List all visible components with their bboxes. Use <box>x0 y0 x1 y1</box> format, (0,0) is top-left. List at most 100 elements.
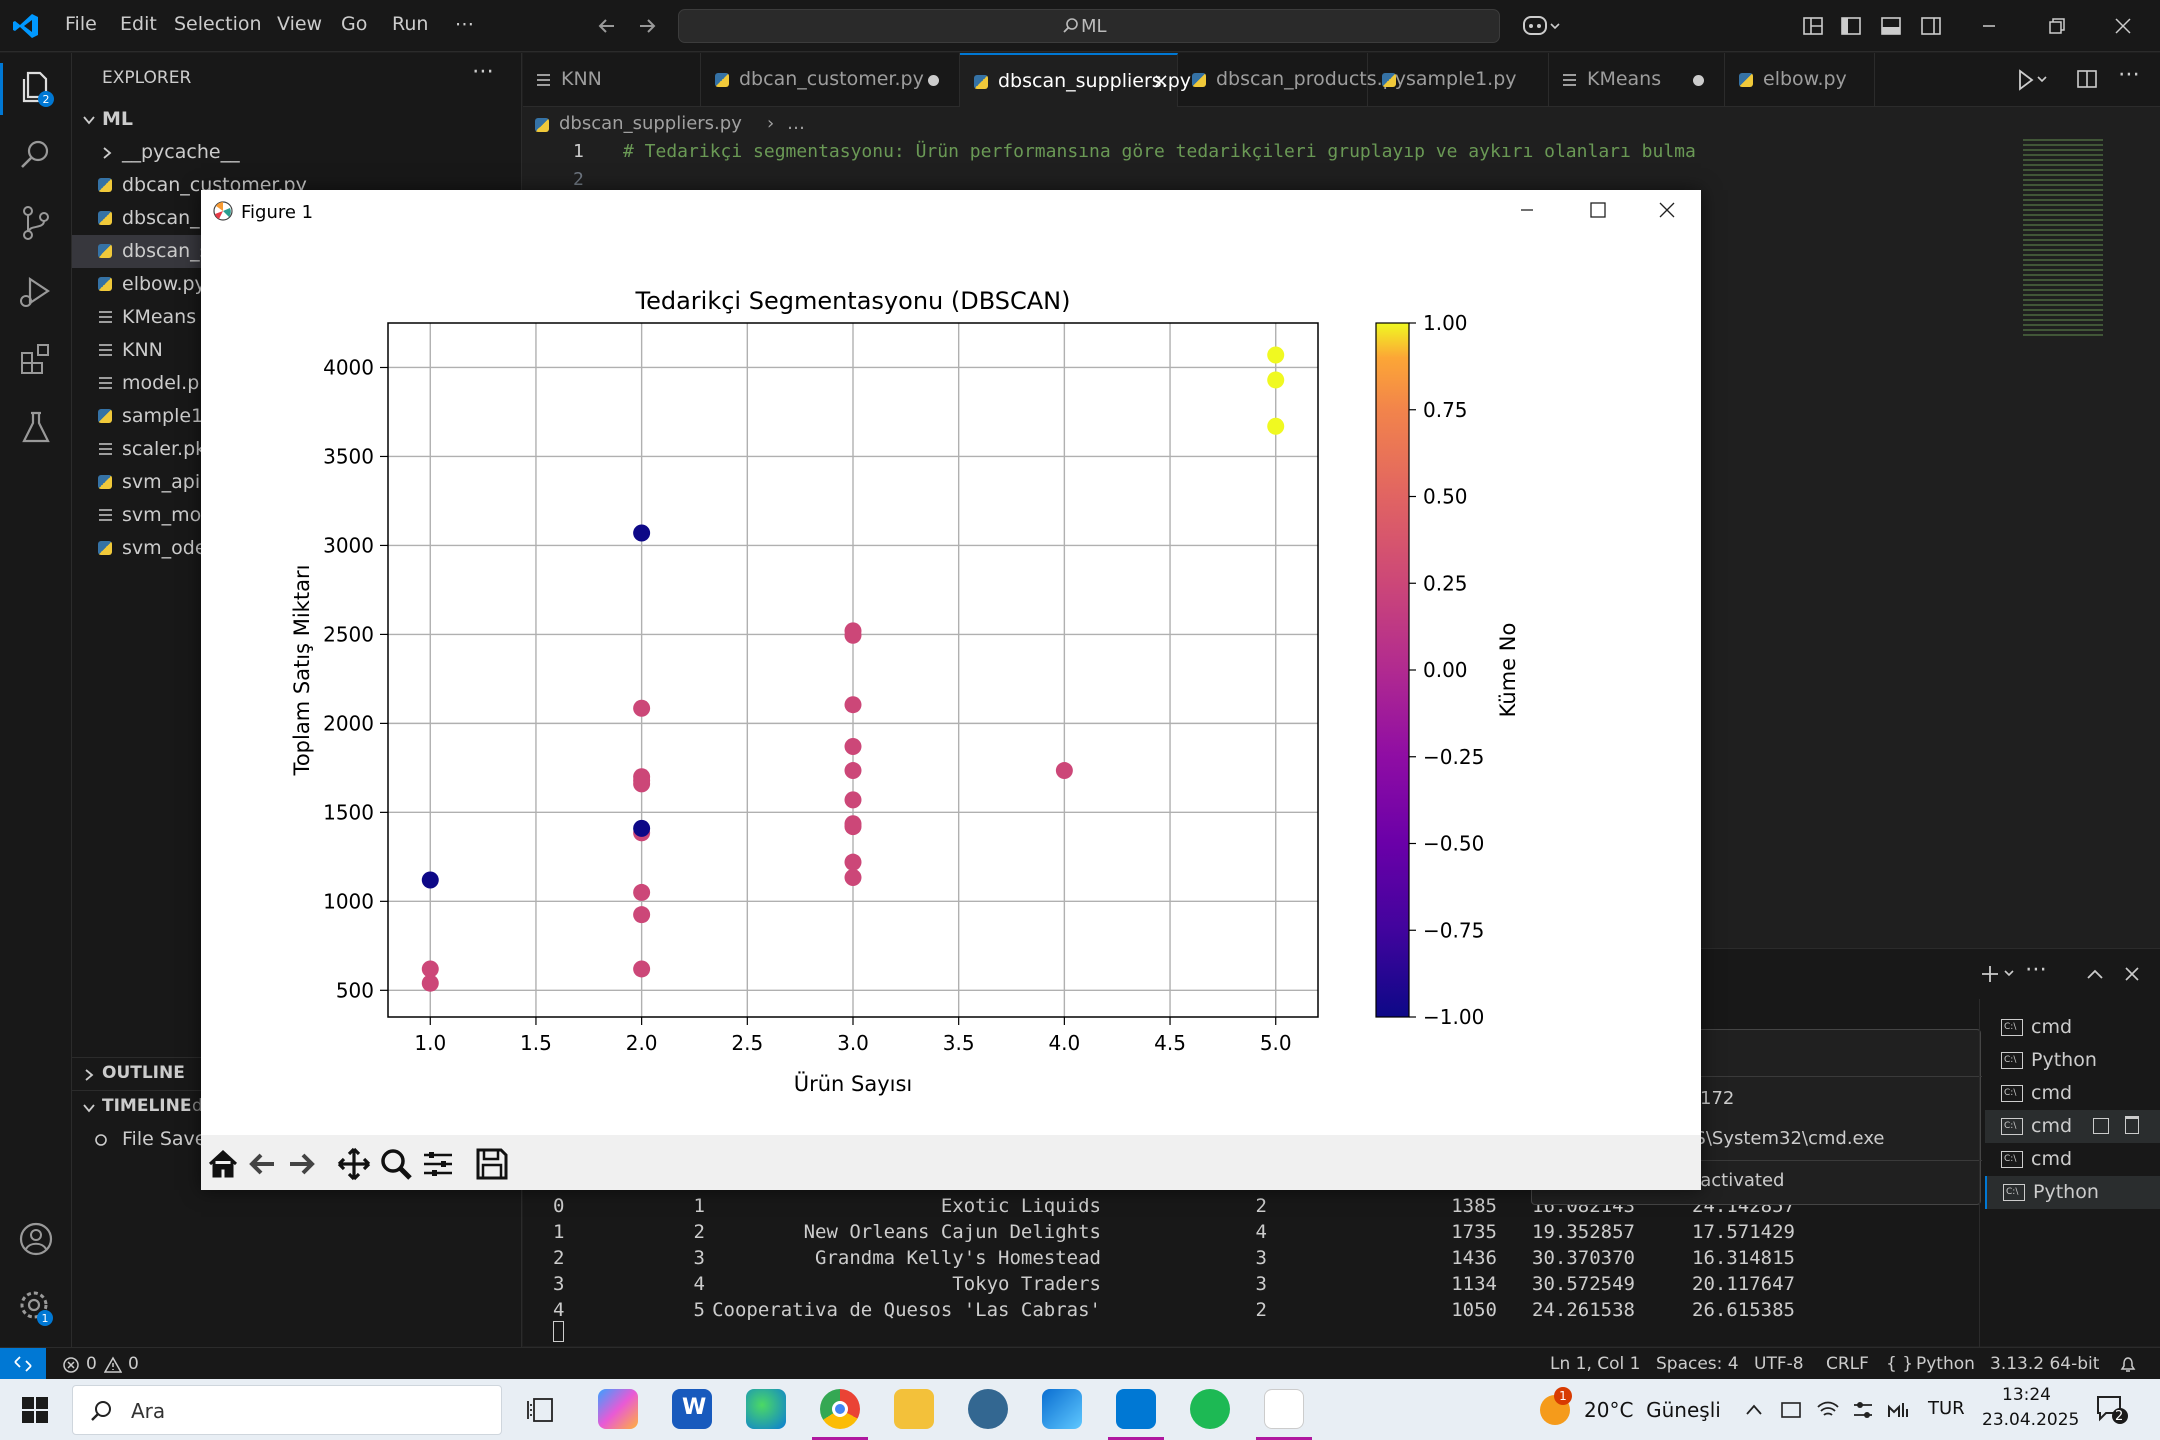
toggle-sidebar-icon[interactable] <box>1840 15 1862 37</box>
file-tree-item[interactable]: svm_api.p <box>72 466 522 499</box>
clock-date[interactable]: 23.04.2025 <box>1982 1410 2080 1430</box>
terminal-instance[interactable]: C:\ Python <box>1985 1044 2160 1077</box>
terminal-instance[interactable]: C:\ cmd <box>1985 1011 2160 1044</box>
file-tree-item[interactable]: KMeans <box>72 301 522 334</box>
close-tab-icon[interactable] <box>1153 73 1169 89</box>
toggle-panel-icon[interactable] <box>1880 15 1902 37</box>
editor-tab[interactable]: dbscan_suppliers.py <box>960 53 1191 107</box>
home-icon[interactable] <box>207 1149 239 1179</box>
copilot-icon[interactable] <box>1522 13 1562 39</box>
figure-titlebar[interactable]: Figure 1 <box>201 190 1701 230</box>
editor-tab[interactable]: KMeans <box>1549 53 1725 107</box>
customize-layout-icon[interactable] <box>1802 15 1824 37</box>
forward-arrow-icon[interactable] <box>636 15 658 37</box>
language-mode[interactable]: Python <box>1916 1354 1975 1374</box>
menu-item[interactable]: File <box>65 13 97 35</box>
taskbar-search[interactable]: Ara <box>72 1385 502 1435</box>
file-tree-item[interactable]: model.pk <box>72 367 522 400</box>
editor-tab[interactable]: elbow.py <box>1725 53 1875 107</box>
chrome-app-icon[interactable] <box>820 1389 860 1429</box>
back-icon[interactable] <box>247 1149 277 1179</box>
end-of-line[interactable]: CRLF <box>1826 1354 1869 1374</box>
photos-app-icon[interactable] <box>1042 1389 1082 1429</box>
terminal-instance[interactable]: C:\ Python <box>1985 1176 2160 1209</box>
pan-icon[interactable] <box>337 1147 371 1181</box>
file-tree-item[interactable]: dbscan_p <box>72 202 522 235</box>
folder-ml[interactable]: ML <box>72 103 522 136</box>
volume-meter-icon[interactable] <box>1886 1399 1910 1421</box>
close-panel-icon[interactable] <box>2123 965 2141 983</box>
editor-tab[interactable]: sample1.py <box>1368 53 1549 107</box>
vscode-app-icon[interactable] <box>1116 1389 1156 1429</box>
cursor-position[interactable]: Ln 1, Col 1 <box>1550 1354 1641 1374</box>
terminal-instance[interactable]: C:\ cmd <box>1985 1110 2160 1143</box>
minimap[interactable] <box>2023 139 2103 339</box>
menu-item[interactable]: Edit <box>120 13 157 35</box>
indentation[interactable]: Spaces: 4 <box>1656 1354 1739 1374</box>
source-control-icon[interactable] <box>16 203 56 243</box>
breadcrumb-rest[interactable]: … <box>787 113 805 134</box>
search-icon[interactable] <box>16 135 56 175</box>
file-tree-item[interactable]: elbow.py <box>72 268 522 301</box>
manage-gear-icon[interactable]: 1 <box>16 1287 56 1327</box>
editor-more-actions[interactable]: ⋯ <box>2118 62 2140 87</box>
settings-sliders-icon[interactable] <box>1852 1399 1874 1421</box>
zoom-icon[interactable] <box>379 1147 413 1181</box>
restore-icon[interactable] <box>2046 15 2068 37</box>
kill-terminal-icon[interactable] <box>2125 1116 2139 1134</box>
figure-maximize-icon[interactable] <box>1588 200 1608 220</box>
menu-item[interactable]: Selection <box>174 13 262 35</box>
command-center-search[interactable]: ML <box>678 9 1500 43</box>
explorer-more-actions[interactable]: ⋯ <box>472 59 494 84</box>
close-window-icon[interactable] <box>2112 15 2134 37</box>
matplotlib-app-icon[interactable] <box>1264 1389 1304 1429</box>
input-language[interactable]: TUR <box>1928 1398 1965 1419</box>
tray-app-icon[interactable] <box>1780 1399 1802 1421</box>
postgres-app-icon[interactable] <box>968 1389 1008 1429</box>
maximize-panel-icon[interactable] <box>2085 965 2105 983</box>
menu-item[interactable]: View <box>277 13 323 35</box>
menu-item[interactable]: Run <box>392 13 429 35</box>
error-icon[interactable] <box>62 1356 80 1374</box>
save-figure-icon[interactable] <box>475 1147 509 1181</box>
weather-text[interactable]: 20°C Güneşli <box>1584 1398 1721 1422</box>
editor-tab[interactable]: dbcan_customer.py <box>701 53 960 107</box>
windows-start-icon[interactable] <box>22 1397 48 1423</box>
split-terminal-icon[interactable] <box>2093 1118 2109 1134</box>
encoding[interactable]: UTF-8 <box>1754 1354 1804 1374</box>
forward-icon[interactable] <box>287 1149 317 1179</box>
file-tree-item[interactable]: svm_mod <box>72 499 522 532</box>
editor-tab[interactable]: KNN <box>523 53 701 107</box>
back-arrow-icon[interactable] <box>596 15 618 37</box>
testing-icon[interactable] <box>16 407 56 447</box>
warning-count[interactable]: 0 <box>128 1354 139 1374</box>
remote-indicator[interactable] <box>0 1348 46 1380</box>
extensions-icon[interactable] <box>16 339 56 379</box>
figure-close-icon[interactable] <box>1657 200 1677 220</box>
wifi-icon[interactable] <box>1816 1399 1840 1421</box>
explorer-icon[interactable]: 2 <box>16 67 56 107</box>
minimize-icon[interactable] <box>1978 15 2000 37</box>
run-debug-icon[interactable] <box>16 271 56 311</box>
file-tree-item[interactable]: KNN <box>72 334 522 367</box>
configure-subplots-icon[interactable] <box>421 1147 455 1181</box>
notifications-bell-icon[interactable] <box>2118 1355 2138 1375</box>
notification-center-icon[interactable] <box>2096 1395 2128 1425</box>
python-interpreter[interactable]: 3.13.2 64-bit <box>1990 1354 2100 1374</box>
terminal-more-actions[interactable]: ⋯ <box>2025 957 2047 982</box>
task-view-icon[interactable] <box>526 1397 554 1423</box>
new-terminal-icon[interactable] <box>1981 963 2017 985</box>
toggle-secondary-sidebar-icon[interactable] <box>1920 15 1942 37</box>
file-tree-item[interactable]: sample1. <box>72 400 522 433</box>
code-line[interactable]: # Tedarikçi segmentasyonu: Ürün performa… <box>623 141 1696 162</box>
file-tree-item[interactable]: scaler.pkl <box>72 433 522 466</box>
weather-sun-icon[interactable]: 1 <box>1540 1387 1572 1425</box>
file-tree-item[interactable]: svm_odev <box>72 532 522 565</box>
editor-tab[interactable]: dbscan_products.py <box>1178 53 1406 107</box>
edge-app-icon[interactable] <box>746 1389 786 1429</box>
terminal-instance[interactable]: C:\ cmd <box>1985 1143 2160 1176</box>
word-app-icon[interactable]: W <box>672 1389 712 1429</box>
clock-time[interactable]: 13:24 <box>2002 1385 2051 1405</box>
run-file-icon[interactable] <box>2016 68 2048 92</box>
figure-minimize-icon[interactable] <box>1517 200 1537 220</box>
